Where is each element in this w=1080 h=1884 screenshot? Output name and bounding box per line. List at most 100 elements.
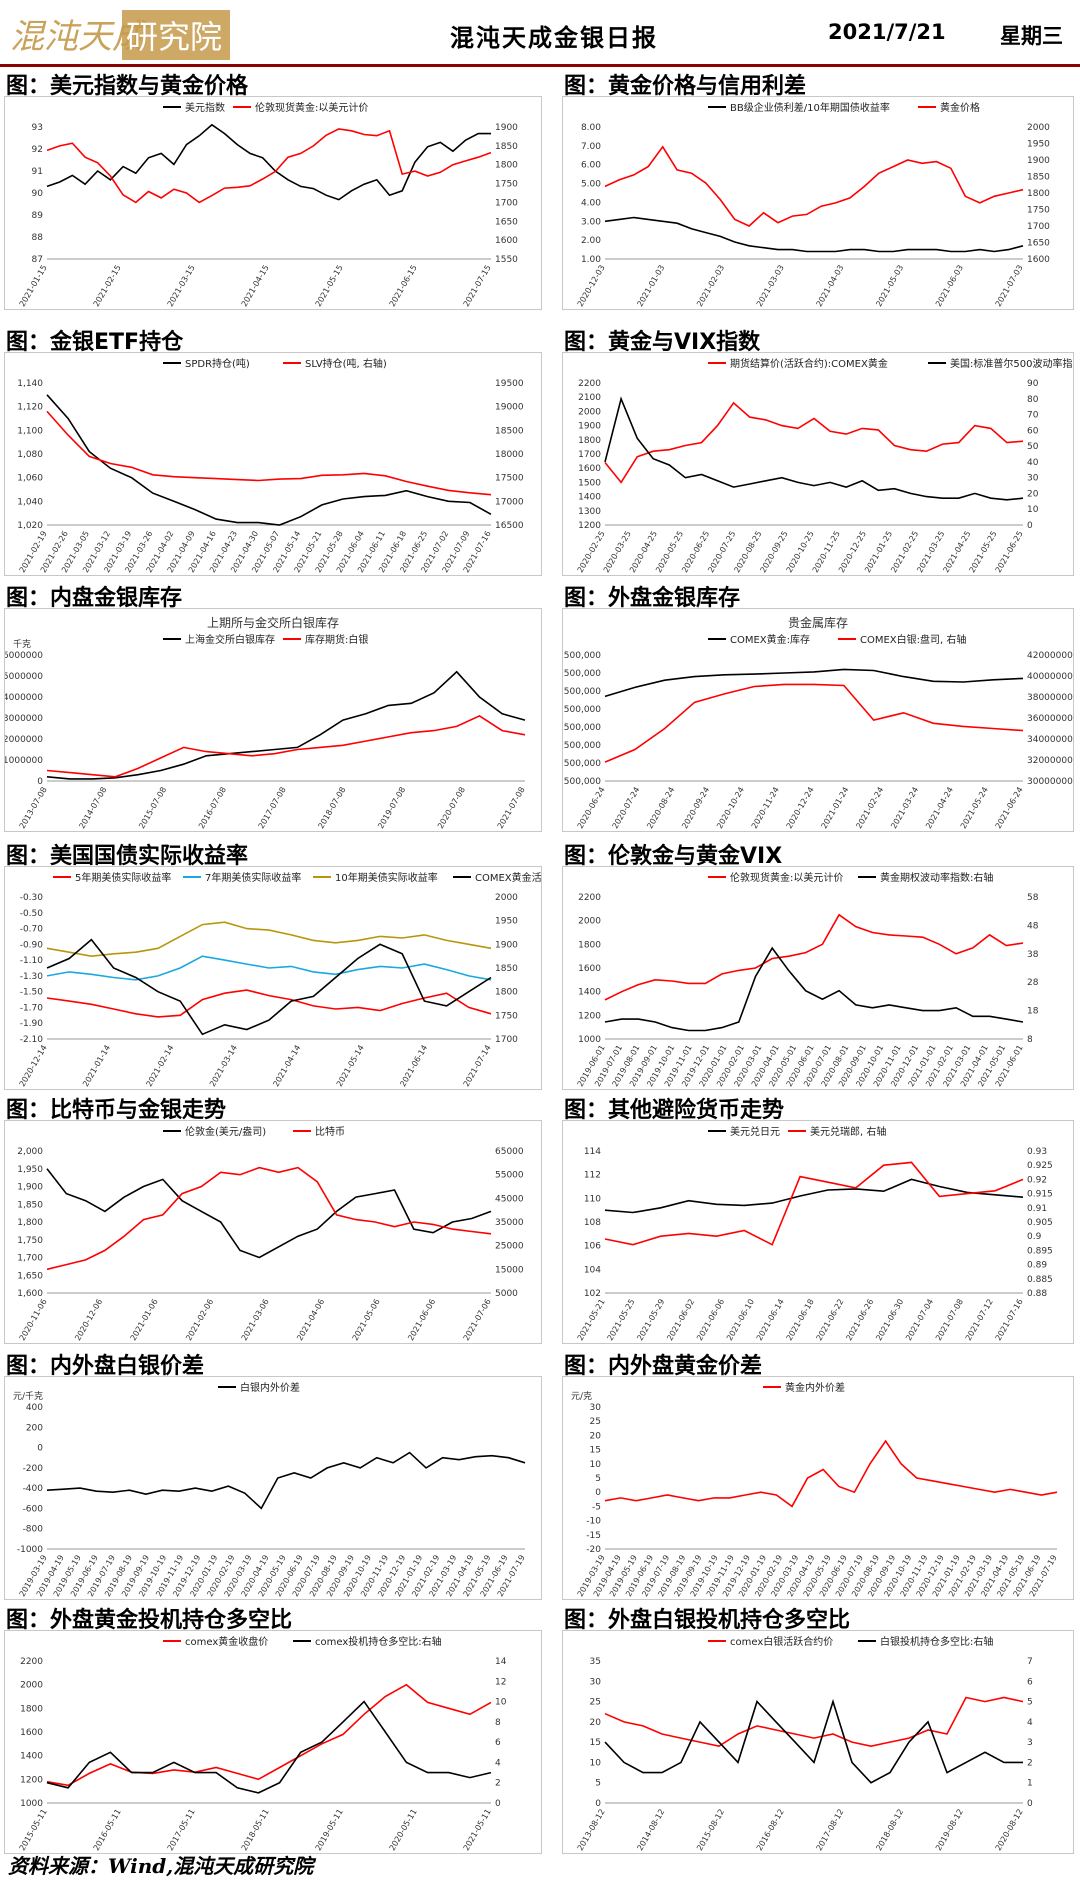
left-tick-label: 1,800 — [17, 1218, 43, 1228]
right-tick-label: 4 — [1027, 1718, 1033, 1728]
chart-svg: 期货结算价(活跃合约):COMEX黄金 美国:标准普尔500波动率指数(VIX) 1… — [576, 357, 1073, 574]
chart-panel: 贵金属库存 COMEX黄金:库存 COMEX白银:盘司, 右轴 7,500,000 12… — [562, 608, 1074, 832]
right-tick-label: 15000 — [495, 1265, 524, 1275]
legend-label: 期货结算价(活跃合约):COMEX黄金 — [730, 357, 888, 370]
right-tick-label: 35000 — [495, 1218, 524, 1228]
x-tick-label: 2021-06-14 — [398, 1044, 429, 1089]
x-tick-label: 2020-07-08 — [436, 786, 467, 831]
right-tick-label: 380000000 — [1027, 693, 1073, 703]
x-tick-label: 2021-05-11 — [462, 1808, 493, 1853]
x-tick-label: 2021-07-04 — [904, 1298, 935, 1343]
chart-legend: 伦敦现货黄金:以美元计价 黄金期权波动率指数:右轴 — [708, 871, 993, 884]
left-tick-label: 200 — [26, 1423, 43, 1433]
x-tick-label: 2017-08-12 — [815, 1808, 846, 1853]
right-tick-label: 0 — [1027, 1799, 1033, 1809]
right-tick-label: 0.88 — [1027, 1289, 1047, 1299]
left-tick-label: 15 — [590, 1446, 601, 1456]
x-tick-label: 2020-08-24 — [645, 786, 676, 831]
left-tick-label: -1.10 — [20, 956, 44, 966]
x-tick-label: 2021-07-03 — [994, 264, 1025, 309]
right-tick-label: 1750 — [495, 1011, 518, 1021]
right-tick-label: 19500 — [495, 379, 524, 389]
x-tick-label: 2021-01-24 — [820, 786, 851, 831]
chart-svg: SPDR持仓(吨) SLV持仓(吨, 右轴) 1,020 1,040 1,060 1,08… — [17, 357, 524, 574]
legend-label: 黄金价格 — [940, 101, 980, 114]
left-tick-label: 91 — [32, 167, 43, 177]
left-tick-label: 1,040 — [17, 497, 43, 507]
left-tick-label: 90 — [32, 189, 44, 199]
x-tick-label: 2016-08-12 — [755, 1808, 786, 1853]
right-tick-label: 0.925 — [1027, 1161, 1053, 1171]
x-tick-label: 2021-07-06 — [462, 1298, 493, 1343]
left-tick-label: 5000000 — [5, 672, 43, 682]
logo: 混沌天成 研究院 — [6, 4, 234, 64]
chart-legend: comex黄金收盘价 comex投机持仓多空比:右轴 — [163, 1635, 442, 1648]
right-tick-label: 18 — [1027, 1007, 1039, 1017]
left-tick-label: 1,060 — [17, 474, 43, 484]
series-line — [604, 683, 1024, 763]
x-tick-label: 2021-05-15 — [314, 264, 345, 309]
series-line — [46, 410, 492, 496]
x-tick-label: 2021-02-14 — [145, 1044, 176, 1089]
left-tick-label: 27,500,000 — [563, 705, 601, 715]
series-line — [46, 938, 492, 1036]
x-tick-label: 2021-06-03 — [934, 264, 965, 309]
section-title: 图：外盘金银库存 — [564, 586, 741, 611]
chart-legend: 期货结算价(活跃合约):COMEX黄金 美国:标准普尔500波动率指数(VIX) — [708, 357, 1073, 370]
x-tick-label: 2020-12-24 — [785, 786, 816, 831]
x-tick-label: 2021-04-06 — [295, 1298, 326, 1343]
legend-label: 白银内外价差 — [240, 1381, 300, 1394]
x-tick-label: 2015-07-08 — [137, 786, 168, 831]
x-tick-label: 2015-05-11 — [18, 1808, 49, 1853]
left-tick-label: 89 — [32, 211, 44, 221]
right-tick-label: 1700 — [495, 1035, 518, 1045]
series-line — [46, 1168, 492, 1259]
chart-unit-label: 元/千克 — [13, 1391, 43, 1402]
series-line — [604, 1698, 1023, 1784]
left-tick-label: 2100 — [578, 393, 601, 403]
right-tick-label: 10 — [1027, 505, 1039, 515]
x-tick-label: 2021-05-29 — [635, 1298, 666, 1343]
legend-label: 上海金交所白银库存 — [185, 633, 275, 646]
x-tick-label: 2020-11-06 — [18, 1298, 49, 1343]
left-tick-label: 1000 — [20, 1799, 43, 1809]
left-tick-label: 1,100 — [17, 426, 43, 436]
x-tick-label: 2021-06-10 — [725, 1298, 756, 1343]
left-tick-label: 1000 — [578, 1035, 601, 1045]
left-tick-label: 1,020 — [17, 521, 43, 531]
left-tick-label: 30 — [590, 1403, 602, 1413]
right-tick-label: 58 — [1027, 893, 1039, 903]
right-tick-label: 2 — [495, 1779, 501, 1789]
right-tick-label: 1800 — [495, 161, 518, 171]
section-title: 图：内外盘黄金价差 — [564, 1354, 763, 1379]
right-tick-label: 38 — [1027, 950, 1039, 960]
left-tick-label: 25 — [590, 1417, 601, 1427]
left-tick-label: 400 — [26, 1403, 43, 1413]
left-tick-label: 2000000 — [5, 735, 43, 745]
right-tick-label: 0 — [495, 1799, 501, 1809]
chart-panel: 5年期美债实际收益率 7年期美债实际收益率 10年期美债实际收益率 COMEX黄金活跃… — [4, 866, 542, 1090]
right-tick-label: 10 — [495, 1698, 507, 1708]
right-tick-label: 1600 — [495, 236, 518, 246]
legend-label: 5年期美债实际收益率 — [75, 871, 171, 884]
left-tick-label: -1.90 — [20, 1019, 44, 1029]
report-header: 混沌天成 研究院 混沌天成金银日报 2021/7/21 星期三 — [0, 0, 1080, 74]
x-tick-label: 2021-07-08 — [496, 786, 527, 831]
right-tick-label: 12 — [495, 1677, 506, 1687]
left-tick-label: 1600 — [20, 1728, 43, 1738]
left-tick-label: 37,500,000 — [563, 669, 601, 679]
x-tick-label: 2021-03-24 — [889, 786, 920, 831]
chart-svg: comex白银活跃合约价 白银投机持仓多空比:右轴0510152025303501… — [576, 1635, 1033, 1853]
chart-legend: comex白银活跃合约价 白银投机持仓多空比:右轴 — [708, 1635, 993, 1648]
series-line — [46, 394, 492, 526]
chart-svg: BB级企业债利差/10年期国债收益率 黄金价格 1.00 2.00 3.00 4.00 5.… — [576, 101, 1050, 309]
left-tick-label: 1600 — [578, 464, 601, 474]
right-tick-label: 1950 — [1027, 140, 1050, 150]
chart-legend: 白银内外价差 — [218, 1381, 300, 1394]
legend-label: 伦敦金(美元/盎司) — [185, 1125, 266, 1138]
x-tick-label: 2021-06-06 — [695, 1298, 726, 1343]
left-tick-label: -0.90 — [20, 940, 44, 950]
right-tick-label: 1650 — [1027, 239, 1050, 249]
left-tick-label: -200 — [23, 1464, 44, 1474]
